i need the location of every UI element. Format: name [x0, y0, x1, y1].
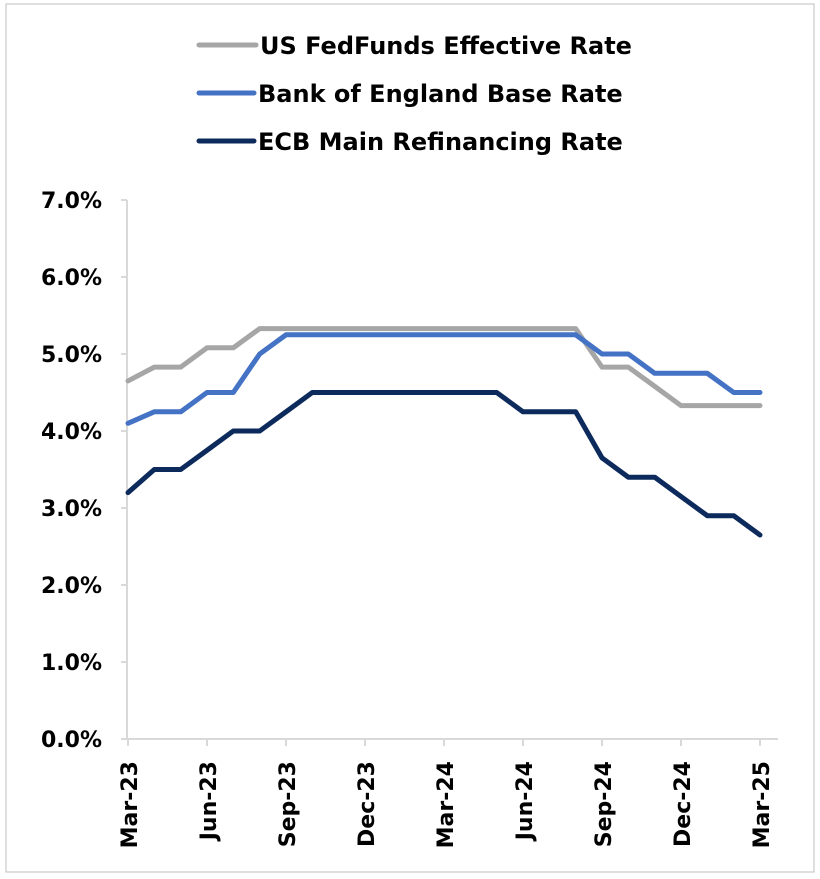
x-tick-label: Mar-25 — [750, 761, 775, 848]
axes — [126, 200, 778, 740]
x-tick-label: Mar-23 — [118, 761, 143, 848]
y-tick-label: 5.0% — [41, 343, 102, 368]
legend-label-2: Bank of England Base Rate — [258, 80, 623, 108]
y-tick-label: 1.0% — [41, 651, 102, 676]
legend-label-1: US FedFunds Effective Rate — [260, 32, 632, 60]
x-tick-label: Sep-24 — [592, 761, 617, 847]
x-tick-label: Jun-24 — [513, 761, 538, 842]
y-axis-ticks: 0.0% 1.0% 2.0% 3.0% 4.0% 5.0% 6.0% 7.0% — [41, 189, 127, 753]
y-tick-label: 0.0% — [41, 728, 102, 753]
y-tick-label: 3.0% — [41, 497, 102, 522]
y-tick-label: 7.0% — [41, 189, 102, 214]
x-tick-label: Dec-23 — [355, 761, 380, 847]
series-lines — [125, 326, 763, 538]
legend-label-3: ECB Main Refinancing Rate — [258, 128, 623, 156]
series-line-2 — [125, 332, 763, 426]
legend: US FedFunds Effective Rate Bank of Englan… — [196, 32, 632, 156]
chart-frame — [5, 3, 815, 873]
x-tick-label: Dec-24 — [671, 761, 696, 847]
x-axis-ticks: Mar-23 Jun-23 Sep-23 Dec-23 Mar-24 Jun-24 Sep-… — [118, 739, 775, 848]
x-tick-label: Mar-24 — [434, 761, 459, 848]
x-tick-label: Jun-23 — [197, 761, 222, 842]
x-tick-label: Sep-23 — [276, 761, 301, 847]
y-tick-label: 2.0% — [41, 574, 102, 599]
y-tick-label: 6.0% — [41, 266, 102, 291]
series-line-1 — [125, 326, 763, 409]
y-tick-label: 4.0% — [41, 420, 102, 445]
series-line-3 — [125, 390, 763, 538]
